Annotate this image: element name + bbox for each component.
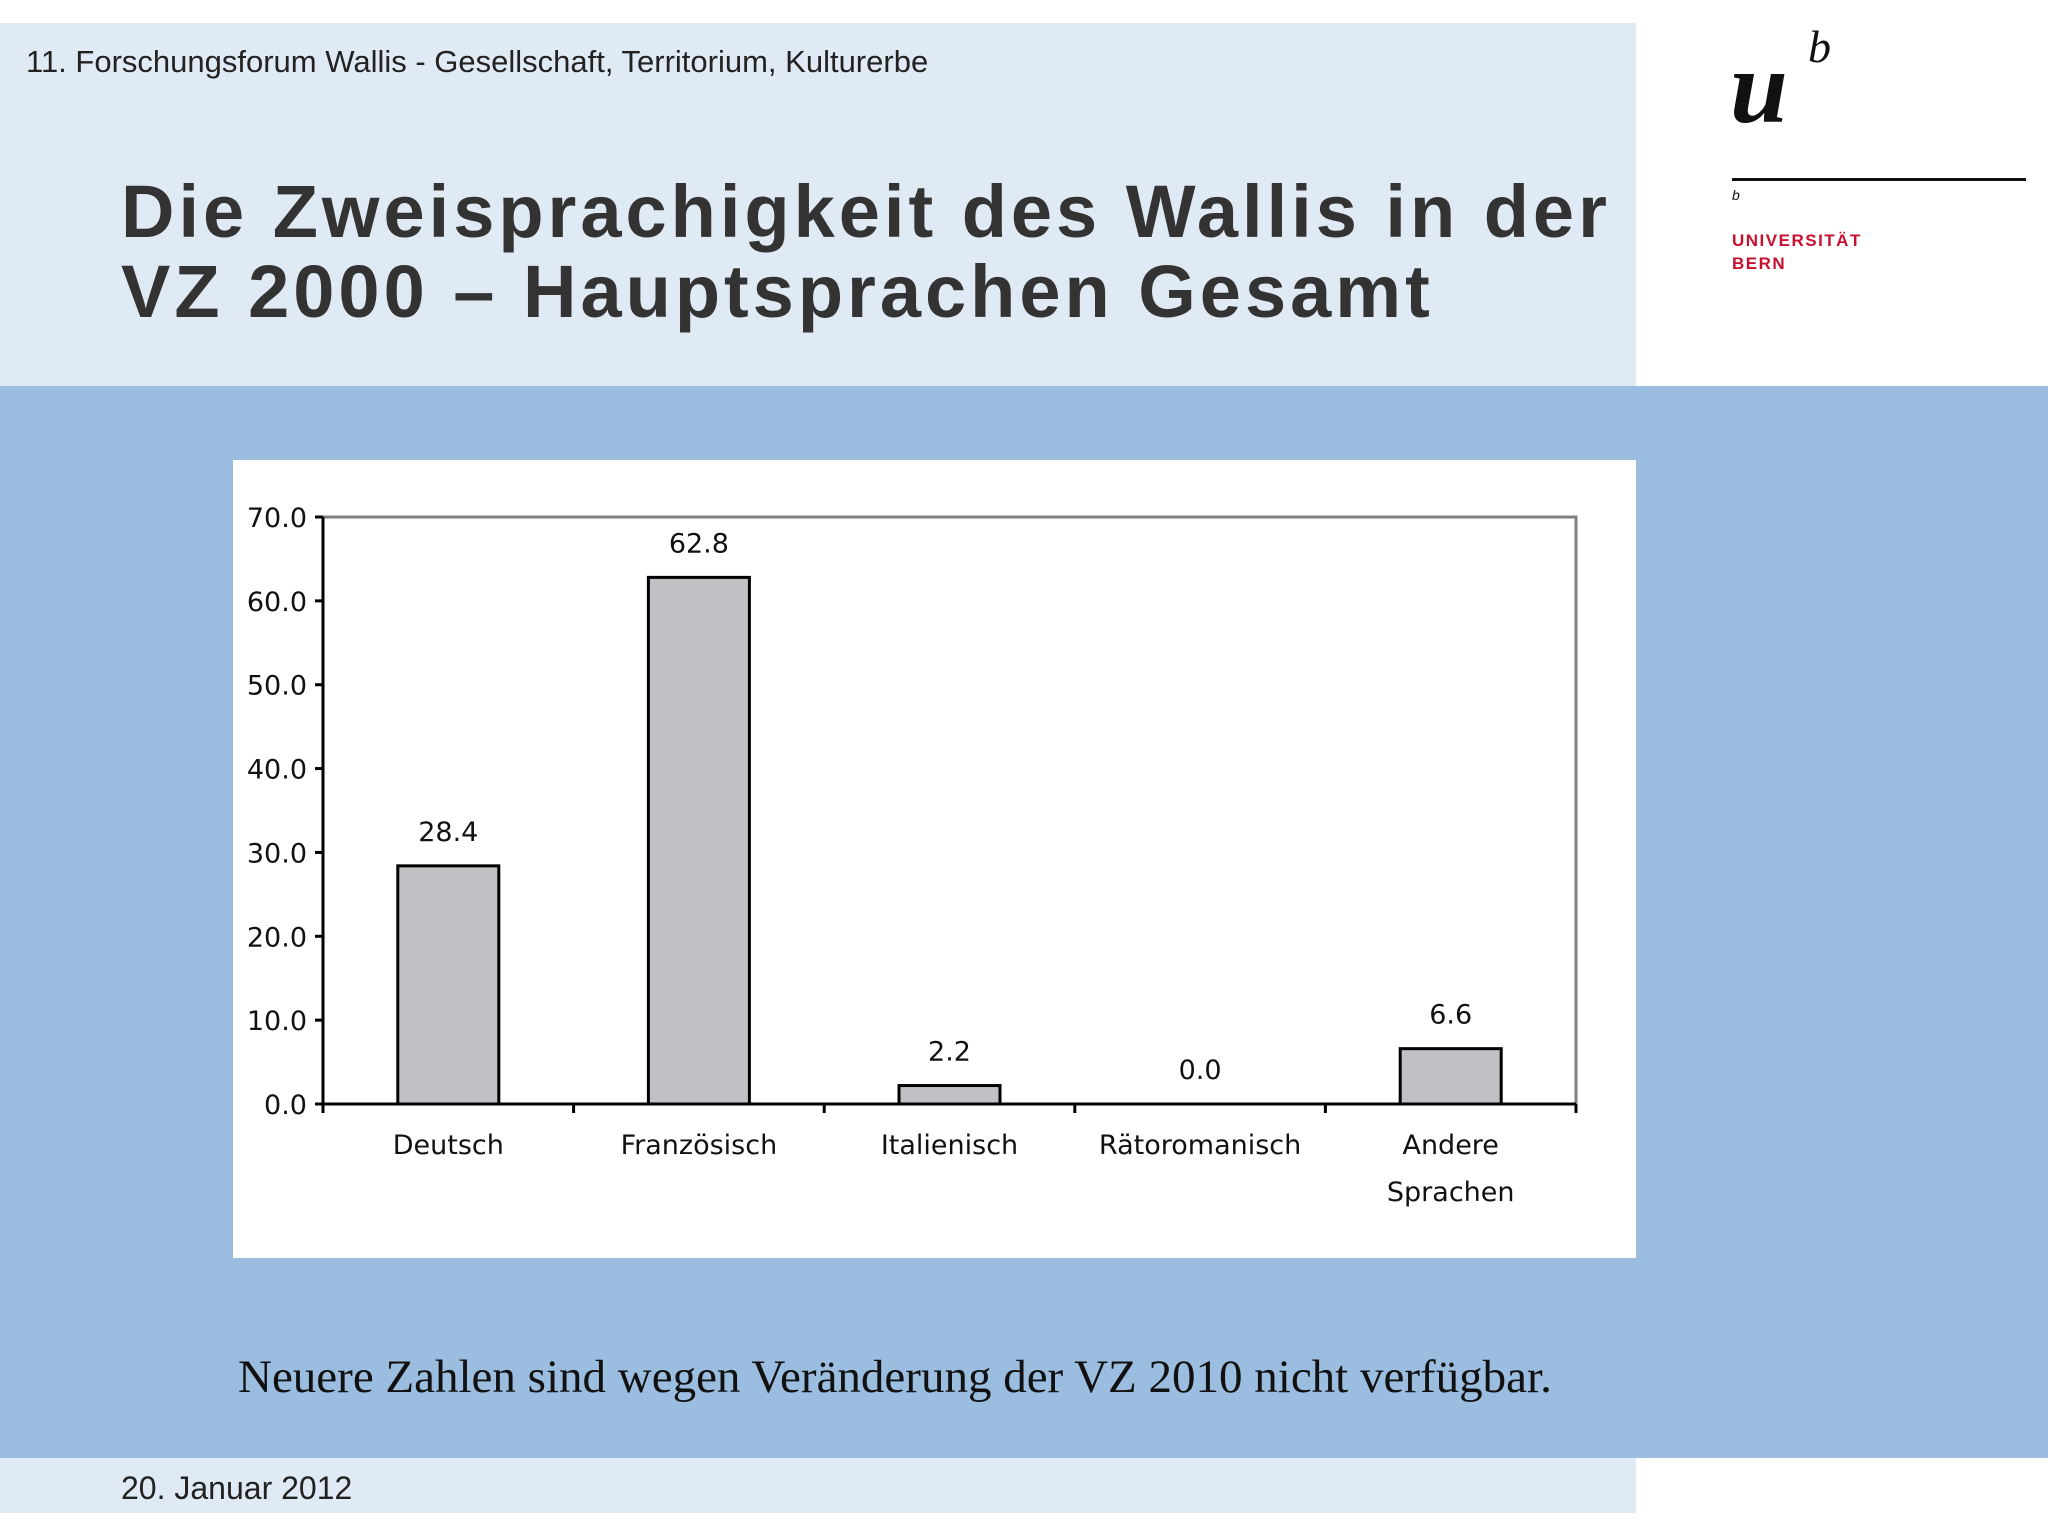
logo-small-b: b bbox=[1732, 187, 1740, 203]
y-tick-label: 10.0 bbox=[247, 1006, 307, 1037]
x-category-label: Italienisch bbox=[881, 1130, 1018, 1161]
bar bbox=[1398, 1047, 1503, 1106]
header-band bbox=[0, 23, 1636, 386]
university-logo: u b b UNIVERSITÄT BERN bbox=[1730, 20, 2030, 272]
bar-chart: 28.4 62.8 2.2 0.0 6.6 0.0 10.0 20.0 30.0 40.0 50.0… bbox=[247, 503, 1578, 1208]
y-tick-label: 50.0 bbox=[247, 671, 307, 702]
data-label: 28.4 bbox=[418, 817, 478, 848]
x-category-label: Deutsch bbox=[393, 1130, 504, 1161]
y-tick-label: 60.0 bbox=[247, 587, 307, 618]
y-tick-label: 40.0 bbox=[247, 755, 307, 786]
data-label: 0.0 bbox=[1179, 1055, 1222, 1086]
y-tick-label: 0.0 bbox=[264, 1090, 307, 1121]
data-label: 6.6 bbox=[1429, 1000, 1472, 1031]
bar bbox=[396, 864, 501, 1106]
data-label: 62.8 bbox=[669, 528, 729, 559]
x-category-label: Sprachen bbox=[1387, 1177, 1515, 1208]
bar bbox=[897, 1084, 1002, 1106]
conference-name: 11. Forschungsforum Wallis - Gesellschaf… bbox=[26, 44, 929, 79]
plot-area-frame bbox=[321, 515, 1578, 1106]
y-tick-label: 70.0 bbox=[247, 503, 307, 534]
x-category-label: Französisch bbox=[621, 1130, 778, 1161]
slide-title-line-1: Die Zweisprachigkeit des Wallis in der bbox=[121, 170, 1611, 253]
chart-panel: 28.4 62.8 2.2 0.0 6.6 0.0 10.0 20.0 30.0 40.0 50.0… bbox=[233, 460, 1636, 1258]
logo-superscript: b bbox=[1808, 21, 1831, 72]
logo-mark: u bbox=[1730, 30, 1788, 145]
logo-bern-text: BERN bbox=[1732, 254, 1787, 273]
y-tick-label: 30.0 bbox=[247, 838, 307, 869]
footnote-text: Neuere Zahlen sind wegen Veränderung der… bbox=[238, 1351, 1552, 1403]
data-label: 2.2 bbox=[928, 1037, 971, 1068]
logo-rule bbox=[1732, 178, 2026, 181]
footer-date: 20. Januar 2012 bbox=[121, 1470, 353, 1506]
slide-title: Die Zweisprachigkeit des Wallis in der V… bbox=[121, 172, 1611, 332]
slide-title-line-2: VZ 2000 – Hauptsprachen Gesamt bbox=[121, 250, 1434, 333]
x-category-label: Rätoromanisch bbox=[1099, 1130, 1301, 1161]
x-category-label: Andere bbox=[1402, 1130, 1498, 1161]
logo-university-text: UNIVERSITÄT bbox=[1732, 231, 1862, 250]
y-tick-label: 20.0 bbox=[247, 922, 307, 953]
bar bbox=[646, 575, 751, 1106]
footer-band bbox=[0, 1458, 1636, 1513]
